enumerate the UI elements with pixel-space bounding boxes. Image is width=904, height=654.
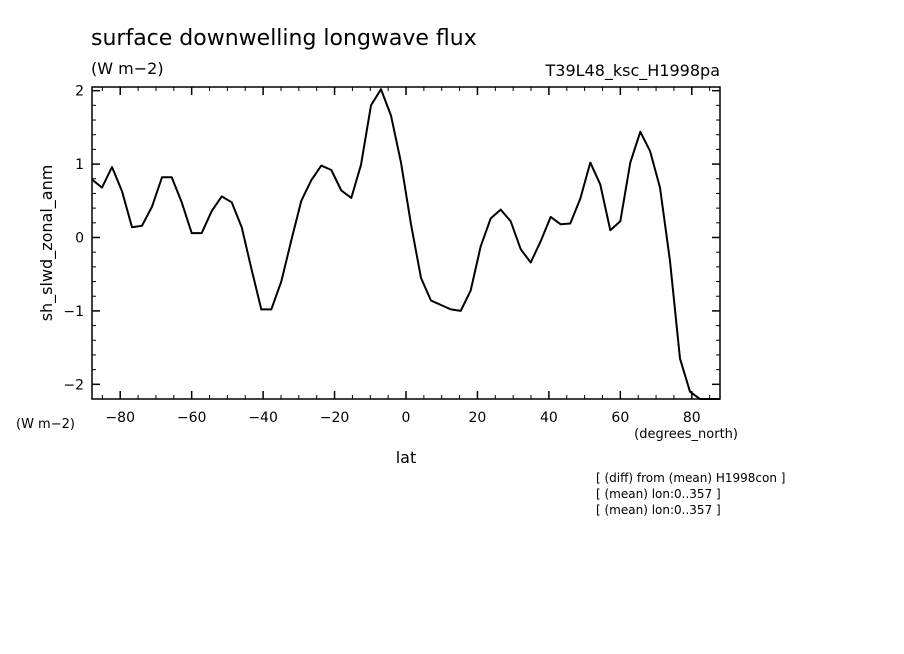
note-line-1: [ (diff) from (mean) H1998con ] [596,471,785,485]
run-label: T39L48_ksc_H1998pa [544,61,720,81]
x-tick-label: −60 [177,410,207,426]
x-tick-label: −80 [105,410,135,426]
x-tick-label: 40 [540,410,558,426]
y-axis-units: (W m−2) [16,417,75,432]
y-axis-label: sh_slwd_zonal_anm [37,165,57,322]
x-tick-label: 80 [683,410,701,426]
x-tick-label: −20 [320,410,350,426]
y-tick-label: 1 [75,157,84,173]
y-tick-label: −2 [63,377,84,393]
y-tick-label: −1 [63,304,84,320]
x-tick-label: 0 [402,410,411,426]
x-axis-units: (degrees_north) [634,427,738,442]
x-axis-label: lat [396,448,417,467]
y-tick-label: 2 [75,84,84,100]
x-axis-minor-ticks [101,87,711,399]
y-axis-ticks: 2 1 0 −1 −2 [63,84,720,393]
x-tick-label: 20 [469,410,487,426]
chart-units: (W m−2) [91,59,164,78]
note-line-2: [ (mean) lon:0..357 ] [596,487,721,501]
plot-frame [91,86,721,400]
x-axis-ticks: −80 −60 −40 −20 0 20 40 60 80 [105,87,701,426]
y-tick-label: 0 [75,230,84,246]
chart-title: surface downwelling longwave flux [91,26,477,51]
series-line [91,88,720,400]
x-tick-label: 60 [611,410,629,426]
note-line-3: [ (mean) lon:0..357 ] [596,503,721,517]
y-axis-minor-ticks [92,104,720,400]
x-tick-label: −40 [248,410,278,426]
